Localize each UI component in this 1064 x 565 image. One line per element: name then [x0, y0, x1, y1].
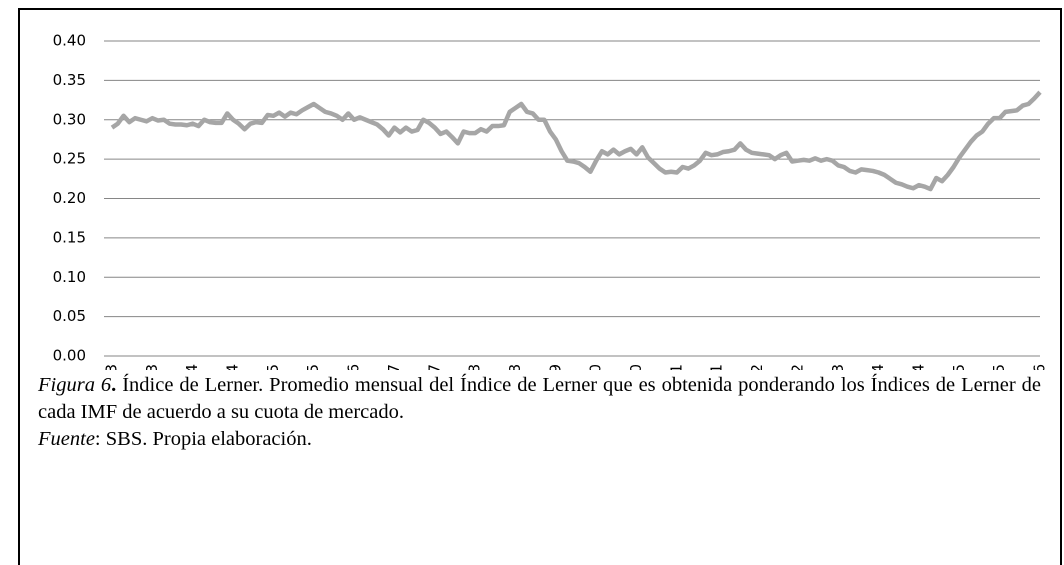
x-tick-label: sep-14	[909, 364, 927, 370]
y-tick-label: 0.40	[53, 32, 86, 50]
frame	[18, 8, 1062, 565]
y-tick-label: 0.00	[53, 347, 86, 365]
y-tick-label: 0.35	[53, 71, 86, 89]
x-tick-label: abr-15	[950, 364, 968, 370]
x-tick-label: may-05	[264, 364, 282, 370]
x-tick-label: dic-12	[788, 364, 806, 370]
chart: 0.00 0.05 0.10 0.15 0.20 0.25 0.30 0.35 0.40 ene-…	[53, 32, 1049, 371]
x-tick-label: ago-03	[143, 364, 161, 370]
x-tick-label: mar-11	[667, 364, 685, 370]
source-label: Fuente	[38, 428, 95, 450]
x-tick-label: oct-04	[224, 364, 242, 370]
y-tick-label: 0.10	[53, 268, 86, 286]
x-tick-label: feb-14	[869, 364, 887, 370]
x-tick-label: sep-07	[425, 364, 443, 370]
x-tick-label: jul-06	[345, 364, 363, 370]
separator: .	[111, 374, 117, 396]
x-tick-label: dic-05	[304, 364, 322, 370]
caption: Figura 6. Índice de Lerner. Promedio men…	[38, 372, 1041, 453]
source-text: : SBS. Propia elaboración.	[94, 428, 312, 450]
x-tick-label: ago-10	[627, 364, 645, 370]
caption-text: Índice de Lerner. Promedio mensual del Í…	[38, 374, 1041, 423]
x-tick-label: jun-09	[546, 364, 564, 370]
x-tick-label: abr-08	[466, 364, 484, 370]
y-tick-label: 0.20	[53, 189, 86, 207]
x-tick-label: oct-11	[708, 364, 726, 370]
x-tick-label: ene-10	[587, 364, 605, 370]
data-line	[110, 90, 1042, 192]
y-tick-label: 0.15	[53, 228, 86, 246]
x-tick-label: nov-15	[990, 364, 1008, 370]
figure-label: Figura 6	[38, 374, 112, 396]
x-tick-label: jun-16	[1031, 364, 1049, 370]
x-tick-label: feb-07	[385, 364, 403, 370]
x-tick-label: nov-08	[506, 364, 524, 370]
y-tick-label: 0.05	[53, 307, 86, 325]
x-tick-label: may-12	[748, 364, 766, 370]
y-tick-label: 0.30	[53, 110, 86, 128]
x-tick-label: jul-13	[829, 364, 847, 370]
y-tick-label: 0.25	[53, 150, 86, 168]
x-tick-label: ene-03	[103, 364, 121, 370]
x-tick-label: mar-04	[183, 364, 201, 370]
